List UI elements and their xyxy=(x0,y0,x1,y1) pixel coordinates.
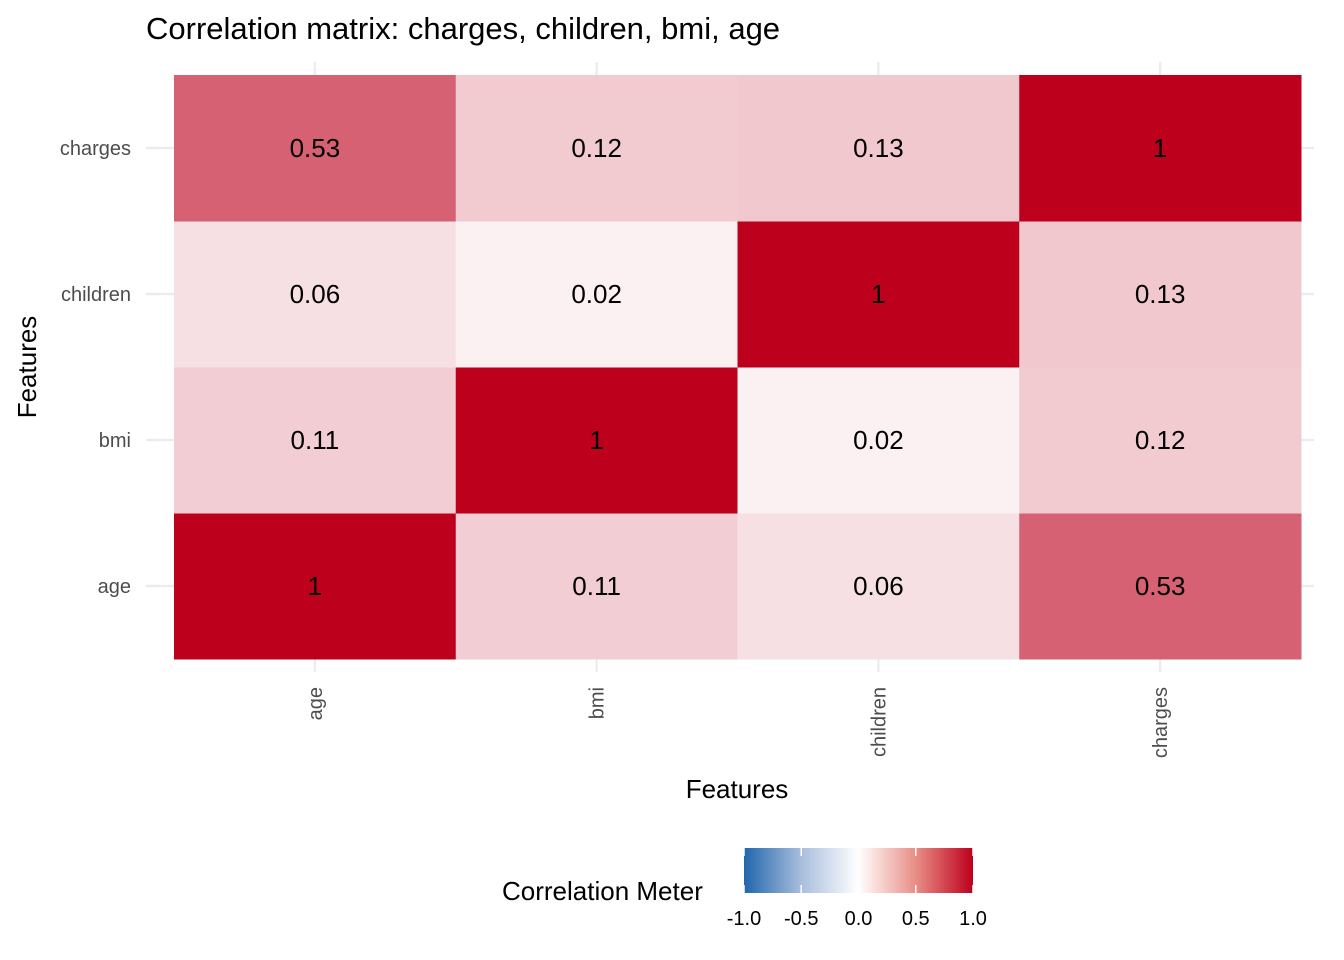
legend-ticks: -1.0 -0.5 0.0 0.5 1.0 xyxy=(727,848,987,930)
cell-label-age-age: 1 xyxy=(308,571,322,601)
heatmap-cell-children-age xyxy=(174,221,457,368)
cell-label-charges-charges: 1 xyxy=(1153,133,1167,163)
y-tick-label-age: age xyxy=(98,576,131,598)
cell-label-children-age: 0.06 xyxy=(290,279,341,309)
cell-label-age-children: 0.06 xyxy=(853,571,904,601)
heatmap-cell-age-bmi xyxy=(455,513,738,660)
heatmap-cell-age-charges xyxy=(1019,513,1302,660)
heatmap-cell-children-bmi xyxy=(455,221,738,368)
x-tick-label-children: children xyxy=(868,687,890,757)
cell-label-age-bmi: 0.11 xyxy=(572,571,621,601)
legend-tick-label: 0.5 xyxy=(902,908,930,930)
cell-label-children-charges: 0.13 xyxy=(1135,279,1186,309)
x-axis-ticks: age bmi children charges xyxy=(305,687,1172,758)
legend-title: Correlation Meter xyxy=(502,876,703,906)
cell-label-charges-children: 0.13 xyxy=(853,133,904,163)
y-tick-label-children: children xyxy=(61,284,131,306)
cell-label-bmi-children: 0.02 xyxy=(853,425,904,455)
x-tick-label-bmi: bmi xyxy=(587,687,609,719)
cell-label-bmi-age: 0.11 xyxy=(291,425,340,455)
heatmap-cell-bmi-charges xyxy=(1019,367,1302,514)
heatmap-cell-charges-children xyxy=(737,75,1020,222)
x-tick-label-age: age xyxy=(305,687,327,720)
heatmap-cell-children-charges xyxy=(1019,221,1302,368)
heatmap-cell-bmi-age xyxy=(174,367,457,514)
cell-label-children-children: 1 xyxy=(871,279,885,309)
legend-tick-label: 0.0 xyxy=(845,908,873,930)
chart-title: Correlation matrix: charges, children, b… xyxy=(146,11,780,46)
y-axis-ticks: age bmi children charges xyxy=(60,138,160,598)
y-tick-label-bmi: bmi xyxy=(99,430,131,452)
legend-tick-label: 1.0 xyxy=(959,908,987,930)
cell-label-bmi-charges: 0.12 xyxy=(1135,425,1186,455)
heatmap-cell-charges-bmi xyxy=(455,75,738,222)
heatmap-cell-age-children xyxy=(737,513,1020,660)
heatmap-cell-children-children xyxy=(737,221,1020,368)
y-tick-label-charges: charges xyxy=(60,138,131,160)
heatmap-cell-charges-age xyxy=(174,75,457,222)
legend-tick-label: -0.5 xyxy=(784,908,818,930)
x-tick-label-charges: charges xyxy=(1150,687,1172,758)
heatmap-cell-bmi-children xyxy=(737,367,1020,514)
x-axis-title: Features xyxy=(686,774,789,804)
cell-label-children-bmi: 0.02 xyxy=(571,279,622,309)
heatmap-cell-age-age xyxy=(174,513,457,660)
cell-label-charges-age: 0.53 xyxy=(290,133,341,163)
heatmap-cells xyxy=(174,75,1302,660)
legend-tick-label: -1.0 xyxy=(727,908,761,930)
y-axis-title: Features xyxy=(12,316,42,419)
heatmap-cell-labels: 1 0.11 0.06 0.53 0.11 1 0.02 0.12 0.06 0.02 1 0.13 0… xyxy=(290,133,1186,601)
cell-label-age-charges: 0.53 xyxy=(1135,571,1186,601)
cell-label-bmi-bmi: 1 xyxy=(589,425,603,455)
legend: Correlation Meter -1.0 -0.5 0.0 0.5 1.0 xyxy=(502,848,987,930)
heatmap-cell-charges-charges xyxy=(1019,75,1302,222)
heatmap-cell-bmi-bmi xyxy=(455,367,738,514)
cell-label-charges-bmi: 0.12 xyxy=(571,133,622,163)
